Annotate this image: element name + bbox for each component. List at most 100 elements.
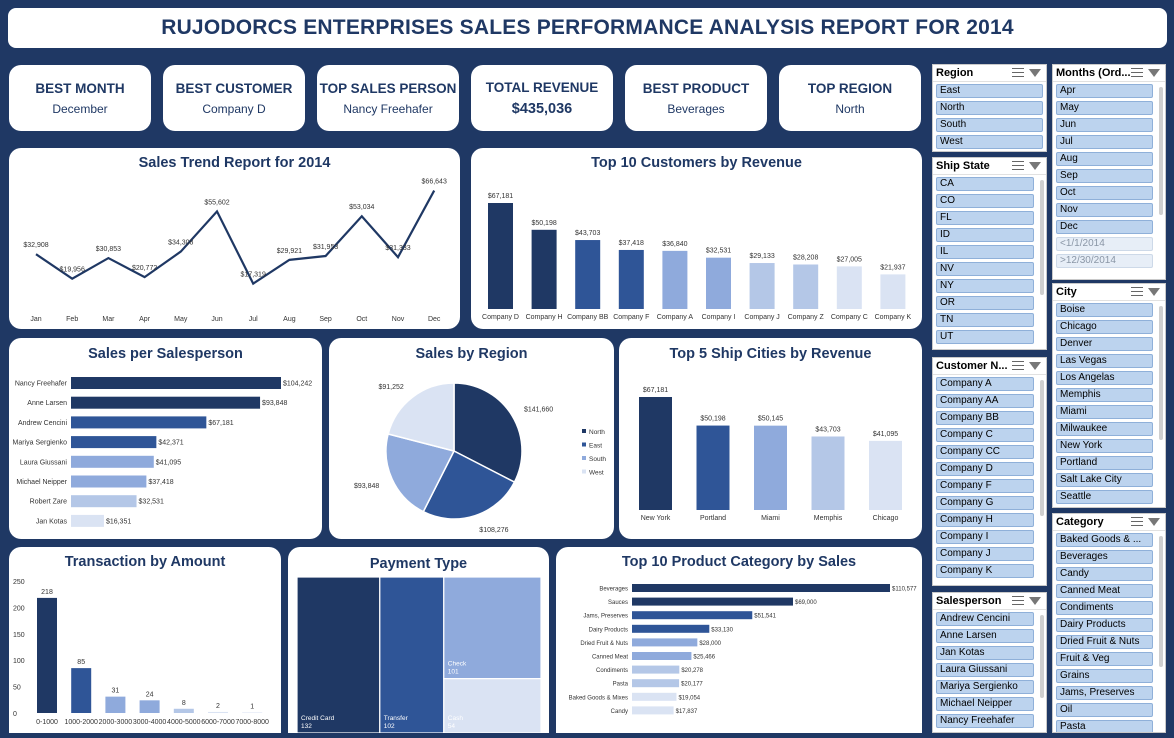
slicer-item[interactable]: Beverages bbox=[1056, 550, 1153, 564]
slicer-item[interactable]: Michael Neipper bbox=[936, 697, 1034, 711]
slicer-item[interactable]: CO bbox=[936, 194, 1034, 208]
slicer-item[interactable]: NY bbox=[936, 279, 1034, 293]
slicer-item[interactable]: Candy bbox=[1056, 567, 1153, 581]
slicer-item[interactable]: Canned Meat bbox=[1056, 584, 1153, 598]
slicer-item-disabled[interactable]: <1/1/2014 bbox=[1056, 237, 1153, 251]
slicer-item[interactable]: Pasta bbox=[1056, 720, 1153, 732]
slicer-item[interactable]: Dried Fruit & Nuts bbox=[1056, 635, 1153, 649]
y-tick-label: Pasta bbox=[613, 682, 629, 688]
slicer-item[interactable]: CA bbox=[936, 177, 1034, 191]
slicer-item[interactable]: Jan Kotas bbox=[936, 646, 1034, 660]
slicer-item[interactable]: Grains bbox=[1056, 669, 1153, 683]
slicer-item[interactable]: West bbox=[936, 135, 1043, 149]
slicer-item[interactable]: Company CC bbox=[936, 445, 1034, 459]
slicer-item[interactable]: Jul bbox=[1056, 135, 1153, 149]
slicer-item[interactable]: Los Angelas bbox=[1056, 371, 1153, 385]
slicer-item[interactable]: Seattle bbox=[1056, 490, 1153, 504]
y-tick-label: 150 bbox=[13, 632, 25, 639]
data-label: $21,937 bbox=[880, 264, 905, 271]
slicer-item[interactable]: New York bbox=[1056, 439, 1153, 453]
slicer-item[interactable]: Milwaukee bbox=[1056, 422, 1153, 436]
slicer-item[interactable]: Laura Giussani bbox=[936, 663, 1034, 677]
slicer-item[interactable]: Company F bbox=[936, 479, 1034, 493]
slicer-scrollbar[interactable] bbox=[1040, 615, 1044, 699]
slicer-item[interactable]: Company AA bbox=[936, 394, 1034, 408]
slicer-item[interactable]: Boise bbox=[1056, 303, 1153, 317]
clear-filter-icon[interactable] bbox=[1029, 597, 1041, 605]
slicer-item[interactable]: North bbox=[936, 101, 1043, 115]
multi-select-icon[interactable] bbox=[1012, 67, 1024, 79]
slicer-item[interactable]: Mariya Sergienko bbox=[936, 680, 1034, 694]
slicer-item[interactable]: Anne Larsen bbox=[936, 629, 1034, 643]
bar bbox=[632, 624, 710, 633]
slicer-item[interactable]: TN bbox=[936, 313, 1034, 327]
slicer-item[interactable]: Dairy Products bbox=[1056, 618, 1153, 632]
slicer-item[interactable]: Sep bbox=[1056, 169, 1153, 183]
data-label: $141,660 bbox=[524, 406, 553, 413]
slicer-item[interactable]: Andrew Cencini bbox=[936, 612, 1034, 626]
slicer-item[interactable]: Condiments bbox=[1056, 601, 1153, 615]
slicer-item[interactable]: Memphis bbox=[1056, 388, 1153, 402]
slicer-item[interactable]: Jams, Preserves bbox=[1056, 686, 1153, 700]
multi-select-icon[interactable] bbox=[1012, 160, 1024, 172]
slicer-item[interactable]: Company G bbox=[936, 496, 1034, 510]
slicer-item-disabled[interactable]: >12/30/2014 bbox=[1056, 254, 1153, 268]
slicer-scrollbar[interactable] bbox=[1040, 380, 1044, 517]
slicer-item[interactable]: May bbox=[1056, 101, 1153, 115]
slicer-item[interactable]: ID bbox=[936, 228, 1034, 242]
slicer-item[interactable]: Company K bbox=[936, 564, 1034, 578]
slicer-item[interactable]: Jun bbox=[1056, 118, 1153, 132]
slicer-item[interactable]: Denver bbox=[1056, 337, 1153, 351]
slicer-scrollbar[interactable] bbox=[1159, 87, 1163, 216]
slicer-item[interactable]: South bbox=[936, 118, 1043, 132]
data-label: $30,853 bbox=[96, 246, 121, 253]
slicer-item[interactable]: Fruit & Veg bbox=[1056, 652, 1153, 666]
slicer-item[interactable]: IL bbox=[936, 245, 1034, 259]
multi-select-icon[interactable] bbox=[1131, 516, 1143, 528]
slicer-item[interactable]: Company BB bbox=[936, 411, 1034, 425]
data-label: $93,848 bbox=[354, 483, 379, 490]
slicer-item[interactable]: Company C bbox=[936, 428, 1034, 442]
clear-filter-icon[interactable] bbox=[1148, 288, 1160, 296]
clear-filter-icon[interactable] bbox=[1029, 69, 1041, 77]
slicer-item[interactable]: OR bbox=[936, 296, 1034, 310]
clear-filter-icon[interactable] bbox=[1148, 69, 1160, 77]
multi-select-icon[interactable] bbox=[1012, 360, 1024, 372]
multi-select-icon[interactable] bbox=[1012, 595, 1024, 607]
y-tick-label: Laura Giussani bbox=[20, 459, 68, 466]
slicer-item[interactable]: Dec bbox=[1056, 220, 1153, 234]
slicer-item[interactable]: Company D bbox=[936, 462, 1034, 476]
slicer-item[interactable]: Oct bbox=[1056, 186, 1153, 200]
bar bbox=[662, 250, 688, 309]
slicer-item[interactable]: Company A bbox=[936, 377, 1034, 391]
slicer-item[interactable]: Apr bbox=[1056, 84, 1153, 98]
clear-filter-icon[interactable] bbox=[1029, 362, 1041, 370]
slicer-item[interactable]: Salt Lake City bbox=[1056, 473, 1153, 487]
slicer-item[interactable]: Company J bbox=[936, 547, 1034, 561]
slicer-item[interactable]: Las Vegas bbox=[1056, 354, 1153, 368]
slicer-scrollbar[interactable] bbox=[1040, 180, 1044, 295]
slicer-item[interactable]: Company H bbox=[936, 513, 1034, 527]
slicer-item[interactable]: Aug bbox=[1056, 152, 1153, 166]
slicer-item[interactable]: East bbox=[936, 84, 1043, 98]
slicer-item[interactable]: FL bbox=[936, 211, 1034, 225]
slicer-item[interactable]: Company I bbox=[936, 530, 1034, 544]
slicer-item[interactable]: NV bbox=[936, 262, 1034, 276]
slicer-scrollbar[interactable] bbox=[1159, 536, 1163, 667]
multi-select-icon[interactable] bbox=[1131, 286, 1143, 298]
slicer-item[interactable]: Miami bbox=[1056, 405, 1153, 419]
slicer-item[interactable]: Oil bbox=[1056, 703, 1153, 717]
clear-filter-icon[interactable] bbox=[1148, 518, 1160, 526]
slicer-item[interactable]: Nov bbox=[1056, 203, 1153, 217]
slicer-item[interactable]: Nancy Freehafer bbox=[936, 714, 1034, 728]
x-tick-label: New York bbox=[641, 515, 671, 522]
clear-filter-icon[interactable] bbox=[1029, 162, 1041, 170]
slicer-item[interactable]: Baked Goods & ... bbox=[1056, 533, 1153, 547]
slicer-item[interactable]: Portland bbox=[1056, 456, 1153, 470]
multi-select-icon[interactable] bbox=[1131, 67, 1143, 79]
slicer-item[interactable]: UT bbox=[936, 330, 1034, 344]
y-tick-label: 50 bbox=[13, 685, 21, 692]
slicer-scrollbar[interactable] bbox=[1159, 306, 1163, 440]
data-label: 31 bbox=[112, 688, 120, 695]
slicer-item[interactable]: Chicago bbox=[1056, 320, 1153, 334]
